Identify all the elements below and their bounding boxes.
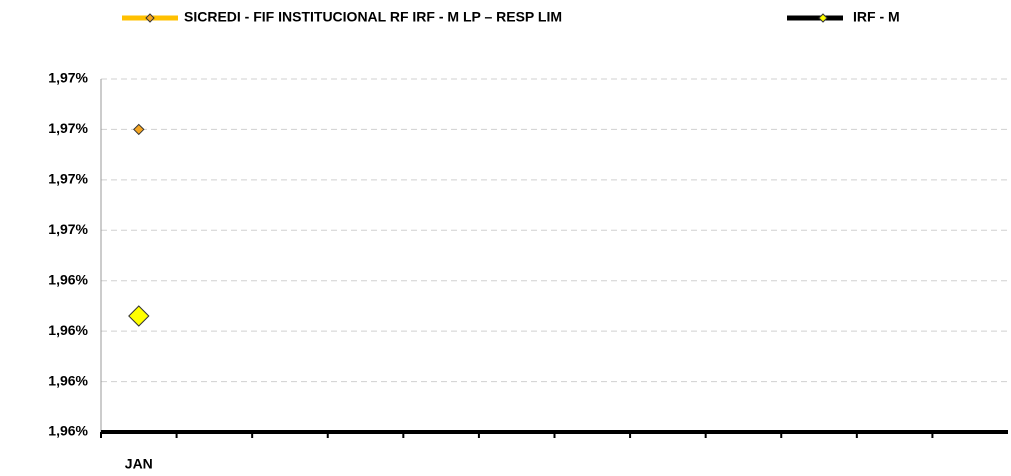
- y-tick-label: 1,96%: [48, 271, 88, 287]
- y-tick-label: 1,97%: [48, 171, 88, 187]
- legend-marker: [145, 13, 155, 23]
- y-tick-label: 1,97%: [48, 120, 88, 136]
- y-tick-label: 1,97%: [48, 70, 88, 86]
- y-tick-label: 1,96%: [48, 372, 88, 388]
- legend-label: IRF - M: [853, 9, 900, 25]
- marker: [133, 123, 145, 136]
- legend-label: SICREDI - FIF INSTITUCIONAL RF IRF - M L…: [184, 9, 562, 25]
- y-tick-label: 1,96%: [48, 322, 88, 338]
- legend-marker: [818, 13, 828, 23]
- y-tick-label: 1,97%: [48, 221, 88, 237]
- marker: [128, 305, 150, 327]
- x-tick-label: JAN: [125, 456, 153, 472]
- y-tick-label: 1,96%: [48, 423, 88, 439]
